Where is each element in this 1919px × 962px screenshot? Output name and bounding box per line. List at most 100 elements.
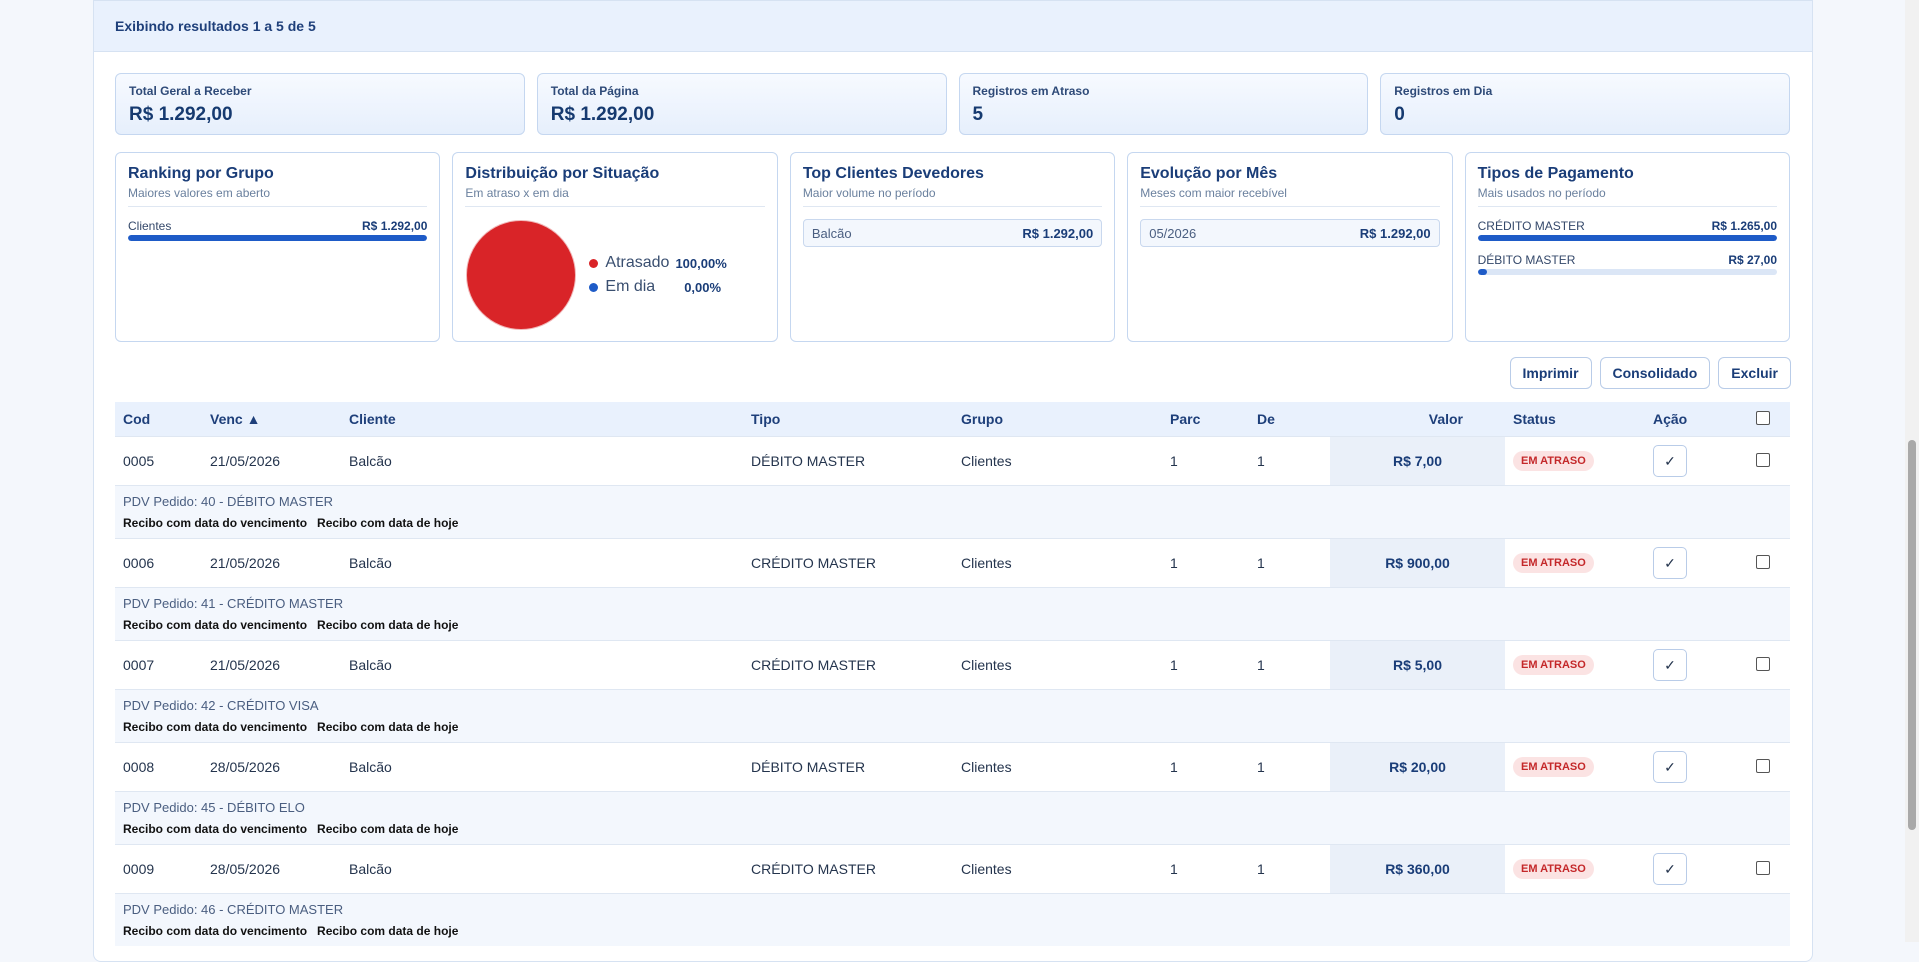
receipt-today-link[interactable]: Recibo com data de hoje [317, 516, 459, 530]
cell-acao: ✓ [1645, 742, 1735, 792]
payment-type-value: R$ 1.265,00 [1711, 219, 1778, 233]
cell-valor: R$ 360,00 [1330, 844, 1505, 894]
cell-venc: 28/05/2026 [202, 844, 341, 894]
row-select-checkbox[interactable] [1755, 860, 1770, 875]
cell-cod: 0005 [115, 436, 202, 486]
cell-status: EM ATRASO [1505, 742, 1645, 792]
card-subtitle: Maiores valores em aberto [128, 186, 428, 207]
kpi-value: R$ 1.292,00 [129, 104, 233, 125]
payment-bar-fill [1477, 269, 1487, 275]
cell-venc: 21/05/2026 [202, 640, 341, 690]
col-header-cliente[interactable]: Cliente [341, 402, 743, 437]
table-row[interactable]: 0009 28/05/2026 Balcão CRÉDITO MASTER Client… [115, 844, 1790, 894]
card-ranking-group: Ranking por Grupo Maiores valores em abe… [115, 152, 441, 342]
check-icon: ✓ [1664, 554, 1676, 571]
row-select-checkbox[interactable] [1755, 758, 1770, 773]
cell-grupo: Clientes [953, 844, 1162, 894]
cell-grupo: Clientes [953, 538, 1162, 588]
col-header-select [1735, 402, 1790, 437]
col-header-valor[interactable]: Valor [1330, 402, 1505, 437]
cell-parc: 1 [1162, 538, 1249, 588]
distribution-body: Atrasado 100,00% Em dia 0,00% [465, 219, 764, 331]
payment-type-value: R$ 27,00 [1728, 253, 1778, 267]
row-select-checkbox[interactable] [1755, 656, 1770, 671]
row-detail-cell: PDV Pedido: 40 - DÉBITO MASTER Recibo com… [115, 485, 1790, 539]
receipt-today-link[interactable]: Recibo com data de hoje [317, 720, 459, 734]
table-row[interactable]: 0007 21/05/2026 Balcão CRÉDITO MASTER Client… [115, 640, 1790, 690]
print-button[interactable]: Imprimir [1509, 357, 1592, 389]
cell-acao: ✓ [1645, 844, 1735, 894]
cell-cod: 0007 [115, 640, 202, 690]
confirm-payment-button[interactable]: ✓ [1653, 853, 1687, 885]
cell-cliente: Balcão [341, 640, 743, 690]
scrollbar-thumb[interactable] [1908, 440, 1916, 830]
receipt-due-date-link[interactable]: Recibo com data do vencimento [123, 822, 308, 836]
col-header-parc[interactable]: Parc [1162, 402, 1249, 437]
order-detail-text: PDV Pedido: 45 - DÉBITO ELO [123, 800, 305, 815]
status-badge: EM ATRASO [1513, 859, 1594, 879]
select-all-checkbox[interactable] [1755, 410, 1770, 425]
page-scrollbar[interactable] [1905, 0, 1919, 942]
results-panel: Exibindo resultados 1 a 5 de 5 Total Ger… [93, 0, 1813, 962]
cell-grupo: Clientes [953, 742, 1162, 792]
cell-venc: 21/05/2026 [202, 436, 341, 486]
card-top-clients: Top Clientes Devedores Maior volume no p… [789, 152, 1116, 342]
legend-value: 0,00% [684, 279, 722, 295]
col-header-status[interactable]: Status [1505, 402, 1645, 437]
cell-tipo: CRÉDITO MASTER [743, 640, 953, 690]
ranking-bar-track [128, 235, 428, 241]
confirm-payment-button[interactable]: ✓ [1653, 445, 1687, 477]
pie-slice-atrasado [467, 221, 576, 329]
receipt-links: Recibo com data do vencimento Recibo com … [123, 924, 1782, 938]
col-header-de[interactable]: De [1249, 402, 1330, 437]
cell-parc: 1 [1162, 742, 1249, 792]
table-row[interactable]: 0005 21/05/2026 Balcão DÉBITO MASTER Cliente… [115, 436, 1790, 486]
col-header-venc[interactable]: Venc ▲ [202, 402, 341, 437]
confirm-payment-button[interactable]: ✓ [1653, 751, 1687, 783]
table-row[interactable]: 0008 28/05/2026 Balcão DÉBITO MASTER Cliente… [115, 742, 1790, 792]
check-icon: ✓ [1664, 758, 1676, 775]
col-header-grupo[interactable]: Grupo [953, 402, 1162, 437]
kpi-value: R$ 1.292,00 [550, 104, 655, 125]
top-client-item: Balcão R$ 1.292,00 [802, 219, 1103, 247]
check-icon: ✓ [1664, 656, 1676, 673]
receipt-links: Recibo com data do vencimento Recibo com … [123, 618, 1782, 632]
status-badge: EM ATRASO [1513, 757, 1594, 777]
row-detail-cell: PDV Pedido: 41 - CRÉDITO MASTER Recibo co… [115, 587, 1790, 641]
receipt-today-link[interactable]: Recibo com data de hoje [317, 822, 459, 836]
ranking-bar-fill [128, 235, 428, 241]
receipt-links: Recibo com data do vencimento Recibo com … [123, 516, 1782, 530]
cell-venc: 21/05/2026 [202, 538, 341, 588]
kpi-label: Total da Página [550, 84, 639, 98]
month-value: R$ 1.292,00 [1359, 225, 1431, 241]
receipt-due-date-link[interactable]: Recibo com data do vencimento [123, 924, 308, 938]
cell-valor: R$ 5,00 [1330, 640, 1505, 690]
cell-de: 1 [1249, 640, 1330, 690]
table-row[interactable]: 0006 21/05/2026 Balcão CRÉDITO MASTER Client… [115, 538, 1790, 588]
consolidated-button[interactable]: Consolidado [1599, 357, 1711, 389]
card-subtitle: Mais usados no período [1477, 186, 1778, 207]
confirm-payment-button[interactable]: ✓ [1653, 649, 1687, 681]
delete-button[interactable]: Excluir [1718, 357, 1791, 389]
receipt-due-date-link[interactable]: Recibo com data do vencimento [123, 516, 308, 530]
order-detail-text: PDV Pedido: 42 - CRÉDITO VISA [123, 698, 319, 713]
month-label: 05/2026 [1149, 225, 1197, 241]
confirm-payment-button[interactable]: ✓ [1653, 547, 1687, 579]
receipt-due-date-link[interactable]: Recibo com data do vencimento [123, 618, 308, 632]
payment-type-label: CRÉDITO MASTER [1477, 219, 1585, 233]
ranking-item-label: Clientes [128, 219, 172, 233]
receipt-due-date-link[interactable]: Recibo com data do vencimento [123, 720, 308, 734]
payment-bar-track [1477, 269, 1778, 275]
receipt-today-link[interactable]: Recibo com data de hoje [317, 618, 459, 632]
col-header-tipo[interactable]: Tipo [743, 402, 953, 437]
cell-parc: 1 [1162, 436, 1249, 486]
cell-select [1735, 436, 1790, 486]
col-header-cod[interactable]: Cod [115, 402, 202, 437]
row-detail: PDV Pedido: 42 - CRÉDITO VISA Recibo com … [115, 689, 1790, 743]
card-subtitle: Meses com maior recebível [1140, 186, 1440, 207]
receipt-today-link[interactable]: Recibo com data de hoje [317, 924, 459, 938]
kpi-page-total: Total da Página R$ 1.292,00 [536, 73, 947, 135]
card-title: Distribuição por Situação [465, 165, 660, 182]
row-select-checkbox[interactable] [1755, 554, 1770, 569]
row-select-checkbox[interactable] [1755, 452, 1770, 467]
